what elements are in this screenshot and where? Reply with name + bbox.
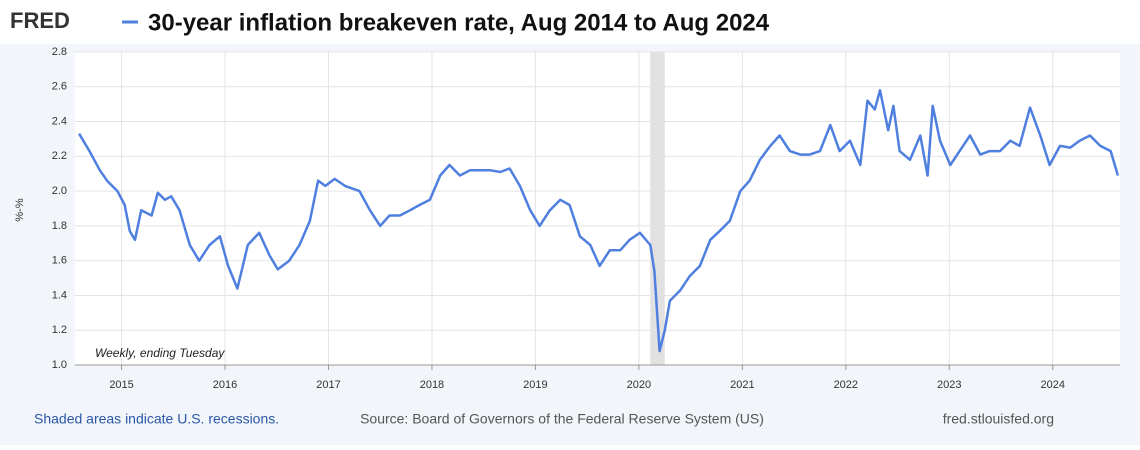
footer-source: Source: Board of Governors of the Federa… (360, 411, 764, 427)
x-tick-label: 2023 (937, 379, 961, 391)
plot-area (75, 52, 1120, 365)
recession-shade (650, 52, 665, 365)
plot-layer: 1.0 1.2 1.4 1.6 1.8 2.0 2.2 2.4 2.6 2.8 2015 2016 20… (52, 46, 1120, 391)
y-tick-label: 1.6 (52, 255, 67, 267)
x-tick-label: 2016 (213, 379, 237, 391)
footer-note: Shaded areas indicate U.S. recessions. (34, 411, 279, 427)
x-tick-label: 2021 (730, 379, 754, 391)
y-tick-label: 1.2 (52, 324, 67, 336)
x-tick-label: 2018 (420, 379, 444, 391)
note: Weekly, ending Tuesday (95, 346, 225, 360)
header-bar (0, 0, 1140, 44)
x-tick-label: 2022 (834, 379, 858, 391)
y-tick-label: 2.0 (52, 185, 67, 197)
y-tick-label: 1.0 (52, 359, 67, 371)
y-axis-label: %-% (14, 198, 26, 221)
series-line (78, 89, 1120, 353)
footer-source-url: fred.stlouisfed.org (943, 411, 1054, 427)
y-tick-label: 2.8 (52, 46, 67, 58)
chart-title: 30-year inflation breakeven rate, Aug 20… (148, 9, 770, 36)
x-tick-label: 2024 (1041, 379, 1065, 391)
x-tick-label: 2020 (627, 379, 651, 391)
x-tick-label: 2019 (523, 379, 547, 391)
x-tick-label: 2017 (316, 379, 340, 391)
y-tick-label: 1.4 (52, 289, 67, 301)
x-tick-label: 2015 (109, 379, 133, 391)
y-tick-label: 1.8 (52, 220, 67, 232)
brand: FRED (10, 8, 70, 33)
y-tick-label: 2.6 (52, 81, 67, 93)
y-tick-label: 2.4 (52, 115, 67, 127)
y-tick-label: 2.2 (52, 150, 67, 162)
